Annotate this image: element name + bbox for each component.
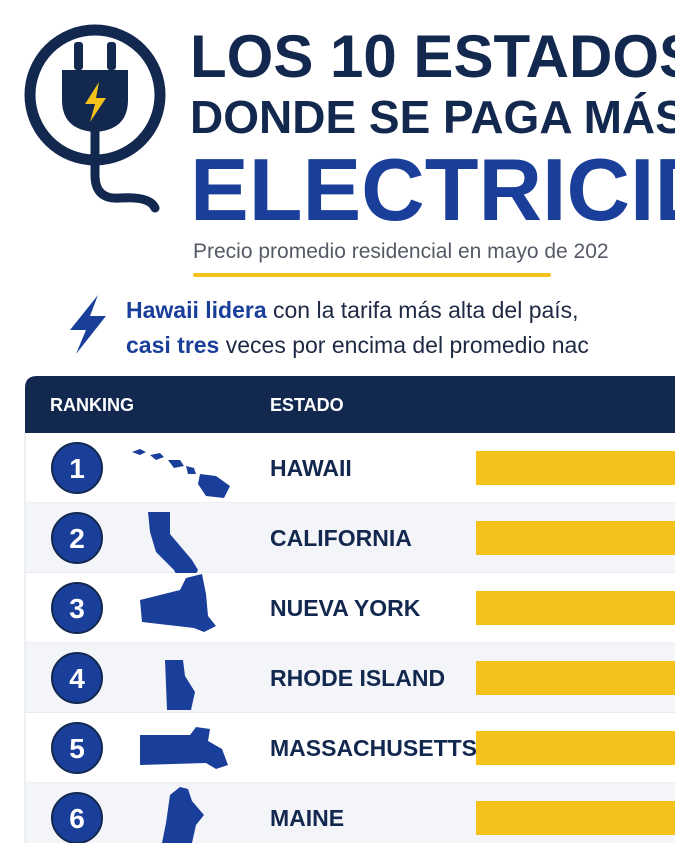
- highlight: Hawaii lidera con la tarifa más alta del…: [126, 297, 589, 358]
- rank-number: 4: [69, 663, 85, 694]
- table-header: [25, 376, 675, 433]
- state-name: RHODE ISLAND: [270, 665, 445, 691]
- title-line: ELECTRICIDA: [190, 140, 675, 239]
- price-bar: [476, 591, 675, 625]
- state-name: CALIFORNIA: [270, 525, 412, 551]
- state-map: [140, 574, 216, 632]
- rank-number: 3: [69, 593, 85, 624]
- rank-number: 1: [69, 453, 85, 484]
- state-map: [140, 727, 228, 769]
- price-bar: [476, 521, 675, 555]
- state-name: MAINE: [270, 805, 344, 831]
- rank-number: 2: [69, 523, 85, 554]
- highlight-text: casi tres: [126, 332, 219, 358]
- state-name: NUEVA YORK: [270, 595, 421, 621]
- column-header: RANKING: [50, 395, 134, 415]
- rank-badge: [51, 512, 103, 564]
- highlight-line: casi tres veces por encima del promedio …: [126, 332, 589, 358]
- state-map: [132, 449, 230, 498]
- state-name: HAWAII: [270, 455, 352, 481]
- title-line: DONDE SE PAGA MÁS PO: [190, 91, 675, 143]
- highlight-line: Hawaii lidera con la tarifa más alta del…: [126, 297, 579, 323]
- rank-badge: [51, 722, 103, 774]
- rank-badge: [51, 652, 103, 704]
- price-bar: [476, 661, 675, 695]
- state-map: [165, 660, 195, 710]
- state-name: MASSACHUSETTS: [270, 735, 477, 761]
- state-map: [162, 787, 204, 843]
- table-body: 1 HAWAII 2 CALIFORNIA 3 NUEVA YORK 4 RHODE ISLA…: [24, 433, 675, 843]
- subtitle-underline: [193, 273, 551, 277]
- highlight-text: veces por encima del promedio nac: [219, 332, 588, 358]
- column-header: ESTADO: [270, 395, 344, 415]
- highlight-text: Hawaii lidera: [126, 297, 267, 323]
- lightning-icon: [70, 295, 106, 354]
- rank-badge: [51, 582, 103, 634]
- rank-badge: [51, 792, 103, 843]
- price-bar: [476, 801, 675, 835]
- rank-number: 5: [69, 733, 85, 764]
- highlight-text: con la tarifa más alta del país,: [267, 297, 579, 323]
- state-map: [148, 512, 198, 578]
- rank-badge: [51, 442, 103, 494]
- plug-icon: [24, 24, 166, 213]
- price-bar: [476, 731, 675, 765]
- subtitle: Precio promedio residencial en mayo de 2…: [193, 240, 609, 263]
- rank-number: 6: [69, 803, 85, 834]
- price-bar: [476, 451, 675, 485]
- title-line: LOS 10 ESTADOS: [190, 23, 675, 90]
